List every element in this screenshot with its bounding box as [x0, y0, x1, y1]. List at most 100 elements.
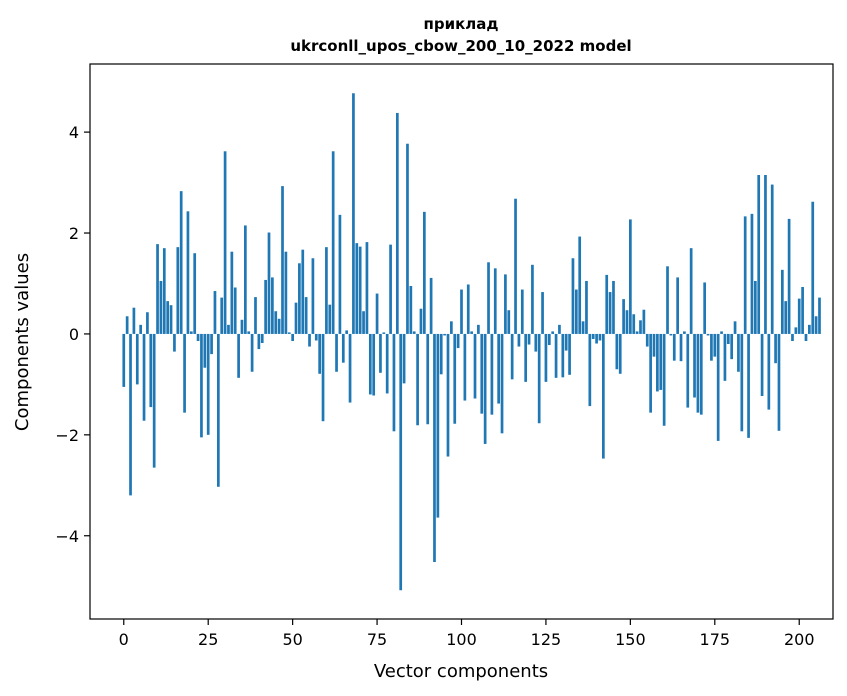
bar: [686, 333, 690, 408]
bar: [389, 244, 392, 334]
bar: [534, 333, 538, 352]
bar: [757, 175, 761, 334]
bar: [561, 333, 565, 378]
bar: [615, 333, 619, 370]
bar: [531, 264, 534, 334]
bar: [574, 289, 578, 334]
bar: [696, 333, 700, 413]
bar: [487, 262, 490, 334]
bar: [500, 333, 504, 434]
bar: [666, 266, 669, 334]
plot-area-frame: [89, 63, 834, 620]
x-tick-label: 100: [446, 630, 477, 649]
bar: [321, 333, 325, 422]
bar: [358, 246, 362, 334]
bar: [571, 258, 575, 334]
bar: [325, 247, 328, 334]
bar: [716, 333, 720, 441]
bar: [311, 258, 315, 334]
bar: [169, 305, 173, 334]
x-tick-label: 125: [531, 630, 562, 649]
bar: [703, 282, 707, 334]
bar: [196, 333, 200, 341]
bar: [274, 311, 278, 334]
bar: [780, 269, 784, 334]
bar: [230, 251, 234, 334]
bar: [173, 333, 176, 352]
bar: [578, 236, 582, 334]
bar: [456, 333, 460, 349]
bar: [331, 151, 335, 334]
bar: [683, 331, 686, 334]
bar: [213, 291, 217, 334]
bar: [375, 293, 379, 334]
bar: [547, 333, 551, 346]
bar: [149, 333, 153, 408]
bar: [818, 297, 821, 334]
bar: [453, 333, 457, 424]
bar: [254, 297, 257, 334]
x-tick-label: 25: [198, 630, 218, 649]
bar: [629, 219, 632, 334]
bar: [473, 333, 477, 399]
bar: [656, 333, 659, 392]
bar: [669, 333, 673, 336]
bar: [314, 333, 318, 341]
bar: [520, 289, 524, 334]
bar: [443, 333, 446, 336]
chart-subtitle: ukrconll_upos_cbow_200_10_2022 model: [290, 37, 631, 55]
bar: [122, 333, 126, 387]
bar: [463, 333, 467, 401]
bar: [250, 333, 254, 372]
bar: [726, 333, 730, 345]
bar: [635, 331, 639, 334]
bar: [554, 333, 558, 378]
bar: [186, 211, 190, 334]
bar: [564, 333, 568, 351]
y-tick-label: 2: [69, 224, 79, 243]
bar: [767, 333, 771, 410]
bar: [632, 314, 636, 334]
bar: [514, 198, 517, 334]
bars-group: [122, 93, 821, 591]
bar: [135, 333, 139, 385]
bar: [510, 333, 514, 380]
bar: [642, 309, 646, 334]
bar: [429, 277, 433, 334]
bar: [436, 333, 440, 518]
bar: [402, 333, 406, 384]
bar: [730, 333, 734, 360]
bar: [622, 299, 625, 334]
bar: [777, 333, 781, 431]
bar: [598, 333, 602, 341]
bar: [223, 151, 227, 334]
bar: [365, 242, 369, 334]
bar: [287, 332, 291, 334]
bar: [152, 333, 156, 468]
y-tick-label: 4: [69, 123, 79, 142]
bar: [139, 324, 143, 334]
bar: [784, 301, 788, 334]
bar: [676, 277, 679, 334]
bar: [200, 333, 203, 438]
x-tick-label: 175: [700, 630, 731, 649]
bar: [662, 333, 666, 426]
bar: [710, 333, 713, 361]
bar: [477, 324, 480, 334]
bar: [689, 248, 693, 334]
bar: [608, 292, 612, 334]
bar: [277, 318, 281, 334]
bar: [517, 333, 521, 347]
bar: [193, 253, 197, 334]
bar: [379, 333, 382, 373]
bar: [659, 333, 663, 390]
bar: [774, 333, 777, 364]
bar: [808, 324, 811, 334]
bar: [649, 333, 652, 413]
bar: [737, 333, 740, 372]
bar: [291, 333, 294, 341]
bar: [804, 333, 808, 341]
bar: [237, 333, 240, 378]
